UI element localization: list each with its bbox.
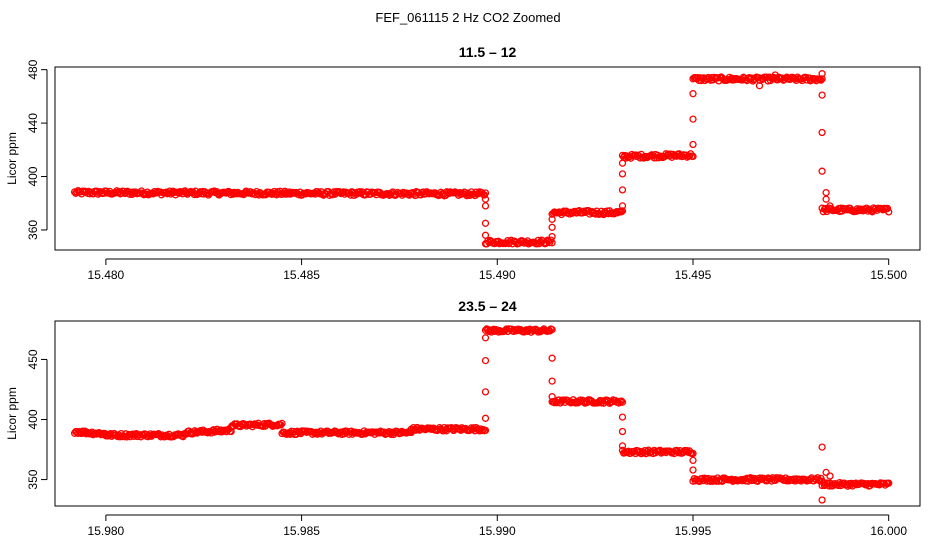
data-point [481, 195, 490, 203]
plot-frame [54, 66, 921, 251]
data-point [822, 468, 830, 477]
y-tick-label: 360 [26, 220, 40, 240]
x-tick-label: 15.500 [870, 268, 907, 282]
data-point [548, 232, 556, 241]
data-point [481, 356, 490, 365]
data-point [885, 208, 893, 216]
data-point [618, 186, 627, 194]
data-point [618, 398, 627, 406]
data-point [822, 188, 830, 197]
data-point [618, 427, 627, 436]
data-point [618, 413, 627, 421]
x-tick-label: 15.985 [283, 524, 320, 538]
data-point [277, 421, 285, 429]
x-tick-label: 15.480 [88, 268, 125, 282]
data-point [883, 204, 892, 213]
data-point [818, 167, 826, 175]
y-tick-label: 400 [26, 166, 40, 186]
figure-title: FEF_061115 2 Hz CO2 Zoomed [375, 10, 560, 25]
data-point [771, 71, 779, 79]
data-point [618, 442, 627, 450]
x-tick-label: 15.995 [675, 524, 712, 538]
x-tick-label: 16.000 [870, 524, 907, 538]
x-tick-label: 15.490 [479, 268, 516, 282]
data-point [618, 207, 627, 215]
data-point [689, 456, 697, 465]
y-tick-label: 400 [26, 409, 40, 429]
data-point [689, 466, 697, 474]
data-point [689, 115, 697, 123]
data-point [880, 479, 888, 488]
data-point [481, 414, 490, 422]
data-point [278, 419, 286, 428]
data-point [533, 240, 541, 248]
panel-top: 11.5 – 12 15.480 15.485 15.490 15.495 15.500 3… [5, 44, 921, 282]
data-point [756, 474, 764, 482]
data-point [190, 190, 198, 199]
x-tick-label: 15.485 [283, 268, 320, 282]
data-point [618, 159, 627, 167]
data-points [70, 70, 893, 248]
data-point [481, 202, 490, 210]
x-tick-label: 15.980 [88, 524, 125, 538]
x-tick-label: 15.495 [675, 268, 712, 282]
panel-title: 23.5 – 24 [458, 298, 517, 314]
data-point [481, 219, 490, 227]
data-point [548, 223, 556, 231]
data-point [481, 388, 490, 396]
data-point [818, 75, 826, 83]
data-point [826, 472, 834, 480]
data-point [548, 393, 556, 401]
data-point [548, 325, 556, 334]
data-point [548, 354, 556, 362]
data-point [481, 334, 490, 342]
x-tick-label: 15.990 [479, 524, 516, 538]
plot-frame [54, 320, 921, 507]
data-point [478, 426, 486, 435]
y-tick-label: 350 [26, 469, 40, 489]
data-point [617, 397, 626, 405]
data-point [818, 70, 826, 78]
data-point [618, 202, 627, 210]
data-point [818, 128, 826, 137]
data-point [817, 76, 825, 84]
y-tick-label: 450 [26, 349, 40, 369]
data-point [818, 91, 826, 99]
data-points [70, 325, 893, 504]
data-point [818, 496, 826, 504]
data-point [481, 231, 490, 239]
data-point [548, 215, 556, 223]
data-point [689, 449, 697, 458]
data-point [885, 479, 893, 487]
data-point [755, 82, 764, 90]
data-point [618, 170, 627, 178]
panel-title: 11.5 – 12 [459, 44, 517, 60]
y-axis-label: Licor ppm [5, 387, 19, 440]
y-tick-label: 440 [26, 113, 40, 133]
data-point [818, 443, 826, 451]
data-point [689, 152, 697, 161]
y-tick-label: 480 [26, 59, 40, 79]
data-point [689, 140, 697, 149]
data-point [826, 202, 834, 210]
y-axis-label: Licor ppm [5, 132, 19, 185]
data-point [689, 90, 697, 98]
panel-bottom: 23.5 – 24 15.980 15.985 15.990 15.995 16.000 3… [5, 298, 921, 538]
data-point [822, 195, 830, 203]
data-point [548, 377, 556, 385]
data-point [481, 426, 490, 435]
